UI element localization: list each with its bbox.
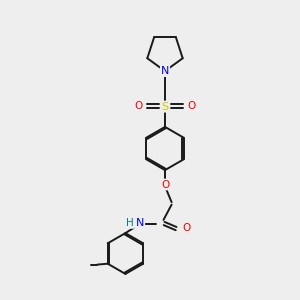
Text: O: O [161,179,169,190]
Text: O: O [183,223,191,233]
Text: O: O [188,101,196,111]
Text: S: S [161,101,169,112]
Text: N: N [136,218,144,228]
Text: N: N [161,66,169,76]
Text: H: H [126,218,134,228]
Text: O: O [134,101,142,111]
